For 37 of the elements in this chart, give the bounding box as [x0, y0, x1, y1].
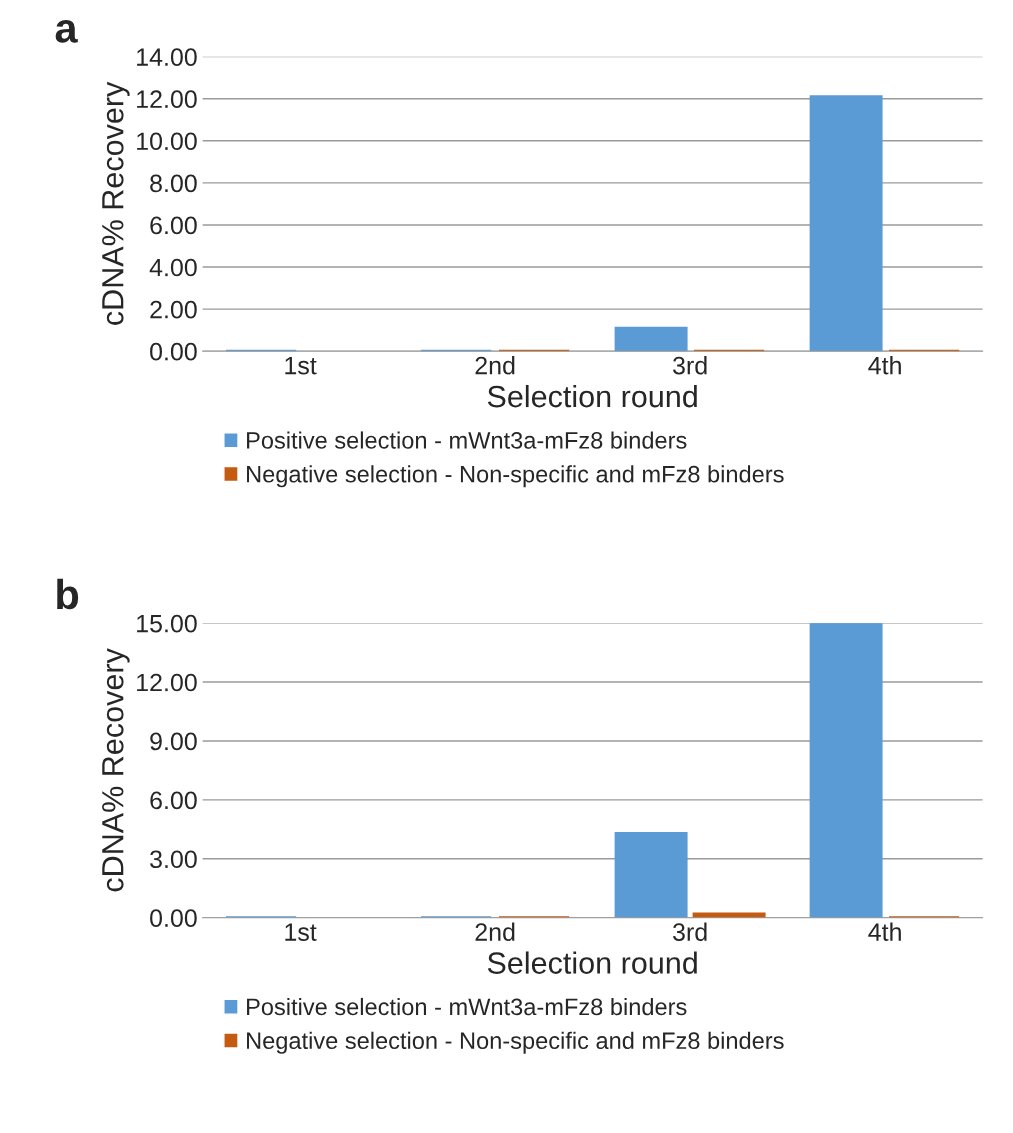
- y-tick-label: 15.00: [137, 614, 197, 633]
- x-axis-title: Selection round: [487, 951, 697, 974]
- bar: [692, 912, 766, 918]
- legend-label: Negative selection - Non-specific and mFz8 binders: [247, 1031, 784, 1054]
- x-tick-label: 3rd: [672, 356, 707, 375]
- legend-label: Negative selection - Non-specific and mFz8 binders: [247, 465, 784, 488]
- chart-title: b: [57, 578, 79, 610]
- y-tick-label: 12.00: [137, 90, 197, 109]
- y-tick-label: 8.00: [150, 174, 197, 193]
- y-tick-label: 10.00: [137, 132, 197, 151]
- x-axis-title: Selection round: [487, 384, 697, 408]
- x-tick-label: 4th: [868, 356, 901, 375]
- y-tick-label: 6.00: [150, 791, 197, 810]
- legend-label: Positive selection - mWnt3a-mFz8 binders: [247, 431, 687, 449]
- bar: [809, 95, 883, 352]
- y-axis-title: cDNA% Recovery: [102, 648, 130, 892]
- y-tick-label: 14.00: [137, 48, 197, 66]
- y-tick-label: 0.00: [150, 909, 197, 928]
- y-tick-label: 2.00: [150, 300, 197, 319]
- y-tick-label: 0.00: [150, 342, 197, 361]
- y-tick-label: 6.00: [150, 216, 197, 235]
- x-tick-label: 3rd: [672, 922, 707, 941]
- y-tick-label: 12.00: [137, 673, 197, 692]
- y-tick-label: 3.00: [150, 850, 197, 869]
- bar: [614, 831, 688, 918]
- legend-label: Positive selection - mWnt3a-mFz8 binders: [247, 997, 687, 1016]
- bar: [614, 326, 688, 352]
- y-tick-label: 9.00: [150, 732, 197, 751]
- bar: [809, 623, 883, 918]
- x-tick-label: 4th: [868, 922, 901, 941]
- y-tick-label: 4.00: [149, 258, 197, 277]
- x-tick-label: 1st: [285, 357, 317, 375]
- x-tick-label: 2nd: [475, 922, 515, 941]
- chart-title: a: [55, 20, 78, 43]
- x-tick-label: 2nd: [475, 356, 515, 375]
- x-tick-label: 1st: [285, 923, 317, 941]
- y-axis-title: cDNA% Recovery: [102, 81, 130, 325]
